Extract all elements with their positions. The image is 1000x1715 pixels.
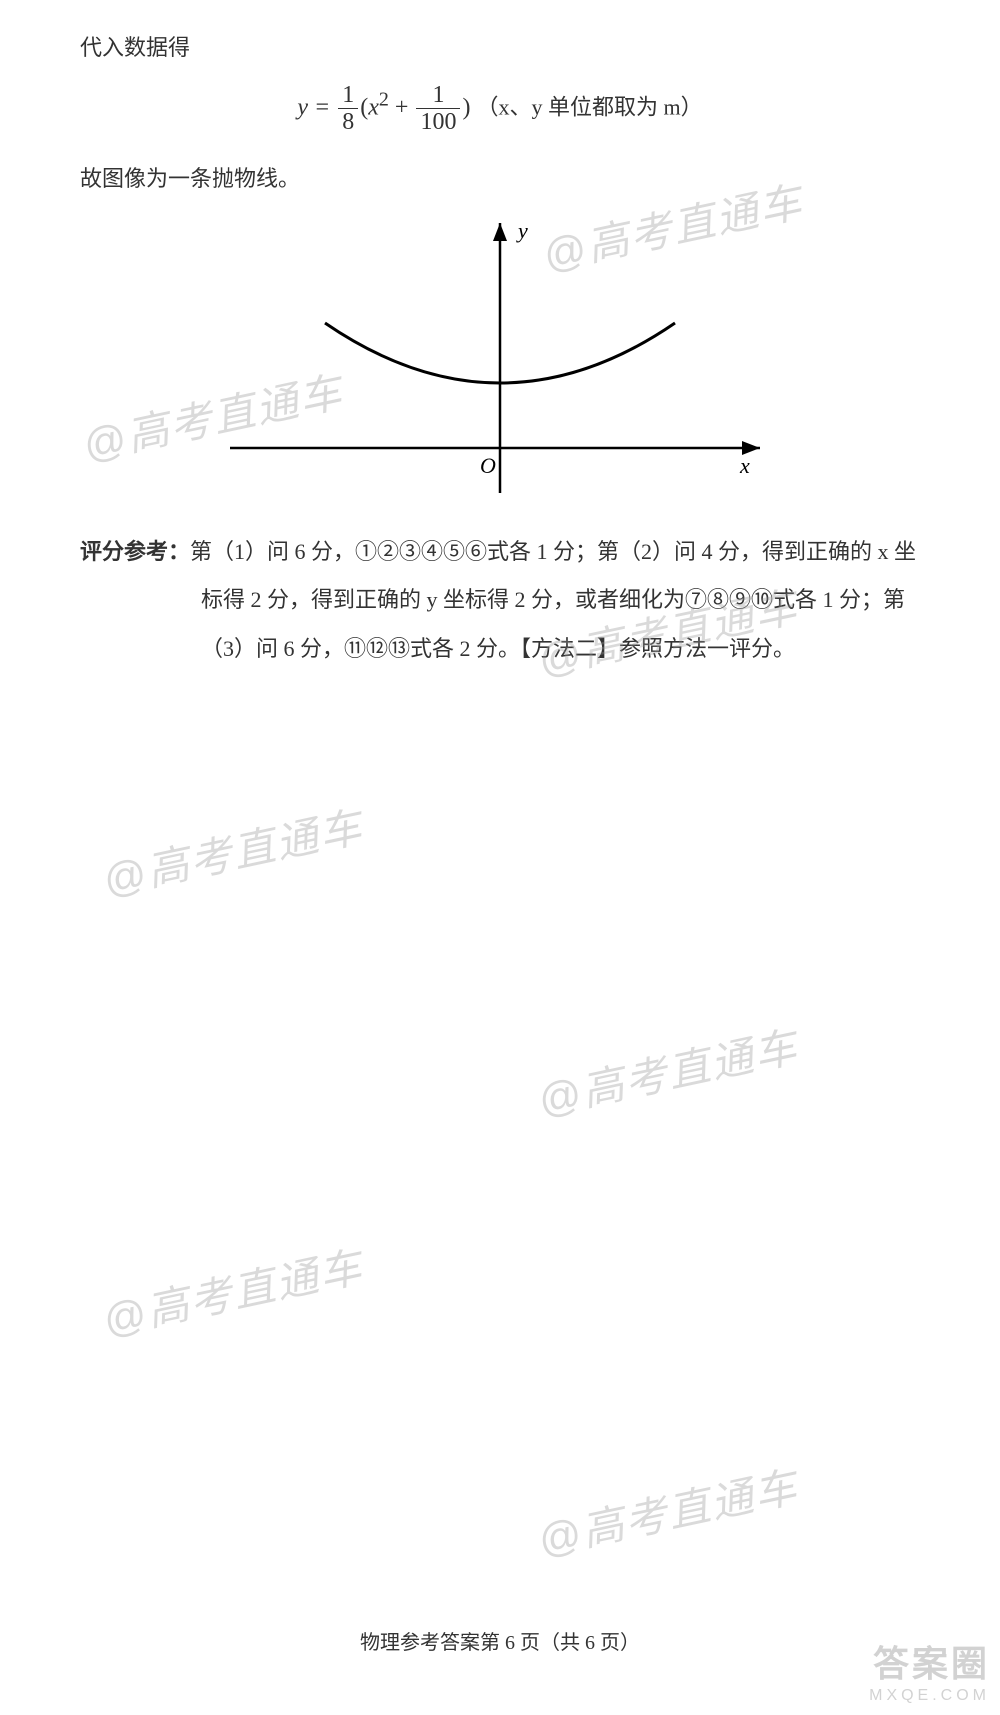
watermark-4: @高考直通车 bbox=[532, 1013, 804, 1128]
formula-sup: 2 bbox=[379, 88, 389, 110]
page-footer: 物理参考答案第 6 页（共 6 页） bbox=[0, 1626, 1000, 1655]
formula-y: y = bbox=[297, 94, 336, 120]
scoring-text: 第（1）问 6 分，①②③④⑤⑥式各 1 分；第（2）问 4 分，得到正确的 x… bbox=[190, 539, 916, 661]
parabola-graph: y x O bbox=[220, 203, 780, 503]
conclusion-text: 故图像为一条抛物线。 bbox=[80, 161, 920, 193]
corner-big: 答案圈 bbox=[869, 1635, 990, 1687]
fraction-1: 18 bbox=[338, 82, 358, 136]
fraction-2: 1100 bbox=[416, 82, 460, 136]
formula-x: x bbox=[368, 94, 379, 120]
watermark-6: @高考直通车 bbox=[532, 1453, 804, 1568]
corner-small: MXQE.COM bbox=[869, 1687, 990, 1705]
origin-label: O bbox=[480, 453, 496, 478]
formula: y = 18(x2 + 1100) （x、y 单位都取为 m） bbox=[80, 82, 920, 136]
scoring-section: 评分参考：第（1）问 6 分，①②③④⑤⑥式各 1 分；第（2）问 4 分，得到… bbox=[80, 528, 920, 673]
formula-unit-note: （x、y 单位都取为 m） bbox=[476, 94, 702, 119]
watermark-5: @高考直通车 bbox=[97, 1233, 369, 1348]
graph-container: y x O bbox=[80, 203, 920, 513]
axis-label-x: x bbox=[739, 453, 750, 478]
y-axis-arrow bbox=[493, 223, 507, 241]
scoring-label: 评分参考： bbox=[80, 539, 190, 564]
watermark-3: @高考直通车 bbox=[97, 793, 369, 908]
formula-plus: + bbox=[389, 94, 415, 120]
intro-text: 代入数据得 bbox=[80, 30, 920, 62]
formula-paren-close: ) bbox=[462, 94, 470, 120]
corner-watermark: 答案圈 MXQE.COM bbox=[869, 1635, 990, 1705]
axis-label-y: y bbox=[516, 218, 528, 243]
